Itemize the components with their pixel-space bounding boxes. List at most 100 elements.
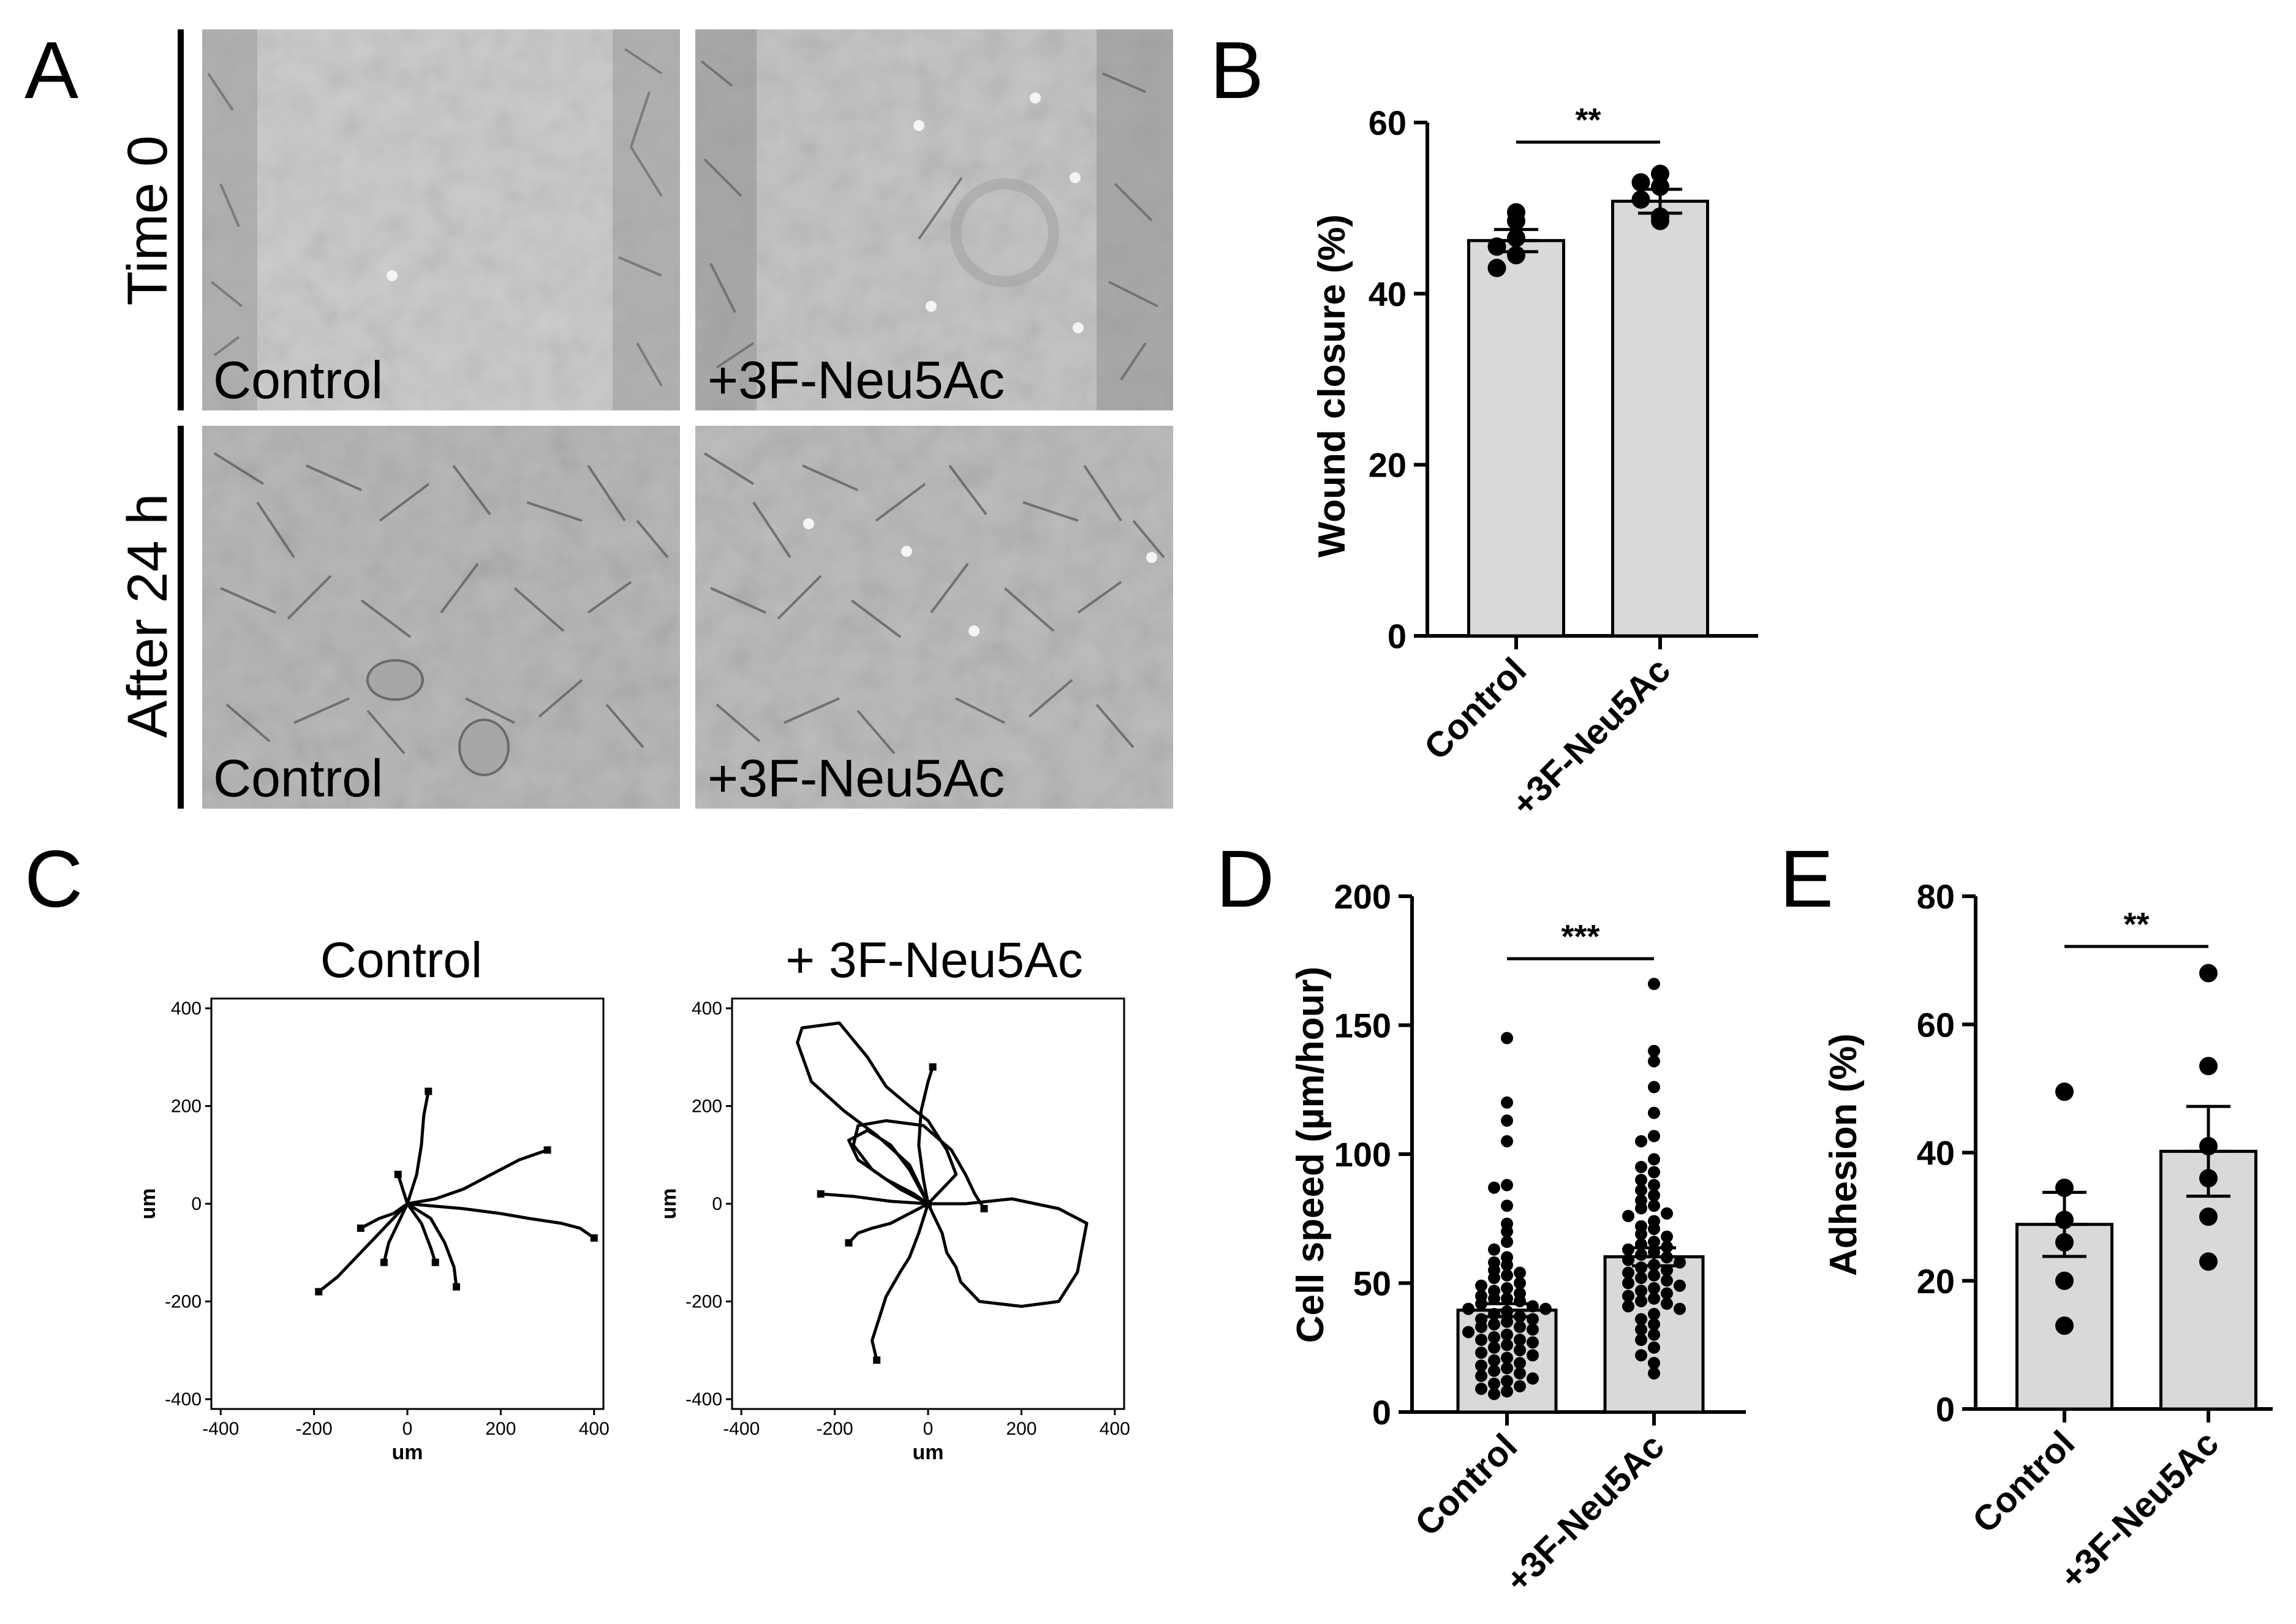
track-endpoint bbox=[845, 1239, 853, 1247]
cell-track bbox=[847, 1128, 930, 1206]
chart-d-ylabel: Cell speed (µm/hour) bbox=[1290, 967, 1332, 1343]
data-point bbox=[1514, 1334, 1526, 1346]
data-point bbox=[1635, 1334, 1647, 1346]
data-point bbox=[2055, 1316, 2074, 1335]
data-point bbox=[1501, 1351, 1513, 1364]
cell-track bbox=[796, 1021, 958, 1206]
data-point bbox=[1488, 1377, 1500, 1390]
track-endpoint bbox=[425, 1087, 432, 1095]
data-point bbox=[1501, 1282, 1513, 1294]
data-point bbox=[1635, 1184, 1647, 1196]
panel-e: E Adhesion (%) 020406080Control+3F-Neu5A… bbox=[1780, 834, 2273, 1597]
data-point bbox=[1651, 177, 1669, 196]
cell-track bbox=[382, 1202, 409, 1264]
row-label-24h: After 24 h bbox=[116, 494, 179, 738]
data-point bbox=[1501, 1375, 1513, 1388]
data-point bbox=[1501, 1328, 1513, 1341]
data-point bbox=[1648, 1166, 1660, 1179]
y-tick-label: 20 bbox=[1917, 1262, 1955, 1301]
data-point bbox=[1622, 1277, 1634, 1290]
x-axis-title: um bbox=[392, 1441, 423, 1464]
y-tick-label: -200 bbox=[165, 1292, 202, 1312]
data-point bbox=[1501, 1225, 1513, 1238]
data-point bbox=[1501, 1179, 1513, 1192]
micrograph-treated-24h: +3F-Neu5Ac bbox=[695, 426, 1173, 809]
track-endpoint bbox=[431, 1258, 439, 1266]
cell-track bbox=[406, 1202, 458, 1289]
data-point bbox=[2199, 1252, 2218, 1271]
data-point bbox=[1488, 1318, 1500, 1331]
data-point bbox=[1527, 1323, 1539, 1336]
data-point bbox=[1514, 1380, 1526, 1392]
y-tick-label: 150 bbox=[1334, 1007, 1391, 1045]
data-point bbox=[1648, 1367, 1660, 1380]
y-tick-label: -400 bbox=[165, 1389, 202, 1410]
data-point bbox=[1661, 1287, 1673, 1300]
x-tick-label: 400 bbox=[1100, 1419, 1130, 1439]
significance-label: *** bbox=[1561, 918, 1599, 955]
y-tick-label: 400 bbox=[171, 999, 202, 1019]
data-point bbox=[1648, 1341, 1660, 1354]
data-point bbox=[1648, 1055, 1660, 1068]
data-point bbox=[1635, 1313, 1647, 1326]
y-tick-label: -400 bbox=[685, 1389, 722, 1410]
data-point bbox=[1501, 1315, 1513, 1328]
data-point bbox=[1648, 1199, 1660, 1212]
data-point bbox=[1462, 1326, 1475, 1339]
x-tick-label: -400 bbox=[202, 1419, 239, 1439]
data-point bbox=[1635, 1323, 1647, 1336]
data-point bbox=[1648, 1106, 1660, 1119]
micrograph-label-treated-24h: +3F-Neu5Ac bbox=[708, 749, 1005, 808]
row-label-time0: Time 0 bbox=[116, 135, 179, 306]
data-point bbox=[1462, 1302, 1475, 1315]
data-point bbox=[1674, 1279, 1686, 1292]
micrograph-label-treated-time0: +3F-Neu5Ac bbox=[708, 351, 1005, 410]
data-point bbox=[1475, 1334, 1487, 1346]
data-point bbox=[1622, 1300, 1634, 1313]
panel-c: C Control + 3F-Neu5Ac -400 -200 0 200 400-40… bbox=[25, 834, 1130, 1464]
significance-label: ** bbox=[1575, 102, 1601, 138]
data-point bbox=[1648, 1282, 1660, 1294]
data-point bbox=[1514, 1357, 1526, 1370]
data-point bbox=[1501, 1096, 1513, 1109]
x-tick-label: 0 bbox=[923, 1419, 934, 1439]
track-endpoint bbox=[873, 1356, 881, 1364]
data-point bbox=[1622, 1210, 1634, 1223]
cell-track bbox=[819, 1192, 930, 1206]
panel-d: D Cell speed (µm/hour) 0 50 100 150 200 Contr… bbox=[1216, 834, 1746, 1600]
data-point bbox=[1501, 1259, 1513, 1272]
y-tick-label: 200 bbox=[692, 1096, 722, 1116]
data-point bbox=[1488, 1388, 1500, 1400]
panel-e-letter: E bbox=[1780, 834, 1833, 924]
cell-track bbox=[847, 1202, 930, 1245]
chart-b-ylabel: Wound closure (%) bbox=[1311, 214, 1353, 557]
cell-track bbox=[406, 1202, 437, 1264]
chart-d: 0 50 100 150 200 Control+3F-Neu5Ac *** bbox=[1334, 877, 1746, 1600]
data-point bbox=[1527, 1349, 1539, 1362]
data-point bbox=[1635, 1174, 1647, 1187]
data-point bbox=[1514, 1277, 1526, 1290]
panel-d-letter: D bbox=[1216, 834, 1274, 924]
cell-track bbox=[396, 1173, 409, 1206]
y-tick-label: 40 bbox=[1369, 274, 1407, 313]
data-point bbox=[1539, 1302, 1552, 1315]
track-endpoint bbox=[394, 1171, 402, 1179]
data-point bbox=[1488, 1181, 1500, 1194]
cell-track bbox=[359, 1202, 409, 1230]
y-tick-label: 80 bbox=[1917, 877, 1955, 916]
data-point bbox=[1635, 1202, 1647, 1215]
micrograph-control-24h: Control bbox=[202, 426, 680, 809]
track-endpoint bbox=[357, 1224, 364, 1232]
data-point bbox=[1501, 1385, 1513, 1398]
data-point bbox=[1501, 1032, 1513, 1044]
data-point bbox=[1514, 1367, 1526, 1380]
data-point bbox=[1501, 1339, 1513, 1351]
micrograph-label-control-time0: Control bbox=[213, 351, 383, 410]
track-endpoint bbox=[380, 1258, 388, 1266]
data-point bbox=[1622, 1266, 1634, 1279]
data-point bbox=[1488, 1364, 1500, 1377]
track-plot-treated-title: + 3F-Neu5Ac bbox=[785, 932, 1082, 988]
data-point bbox=[1661, 1297, 1673, 1310]
data-point bbox=[1635, 1161, 1647, 1174]
